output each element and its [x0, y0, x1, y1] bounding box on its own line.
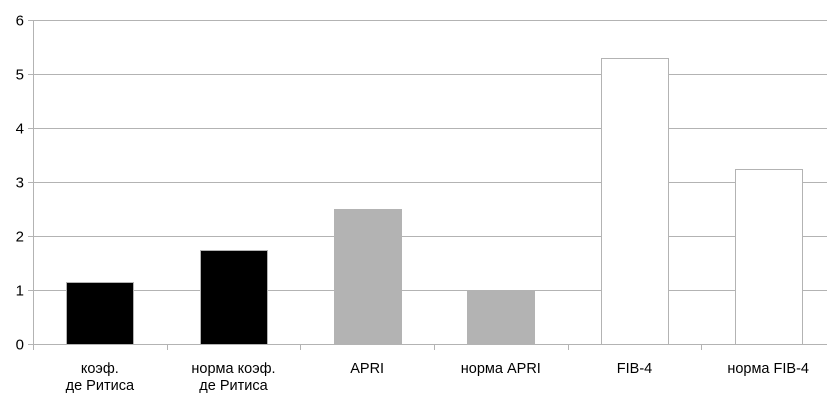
bar-0	[66, 282, 134, 345]
x-category-label: FIB-4	[617, 361, 652, 377]
y-tick-label: 4	[16, 121, 24, 138]
bars	[66, 58, 803, 345]
x-category-label: коэф. де Ритиса	[66, 361, 135, 394]
x-category-label: норма коэф. де Ритиса	[191, 361, 275, 394]
y-tick-label: 5	[16, 67, 24, 84]
labels: 0 1 2 3 4 5 6 коэф. де Ритиса норма коэф. де Ритис…	[16, 13, 809, 395]
bar-4	[601, 58, 669, 345]
bar-3	[467, 290, 535, 345]
x-category-label: норма FIB-4	[727, 361, 809, 377]
bar-1	[200, 250, 268, 345]
y-tick-label: 3	[16, 175, 24, 192]
gridlines	[33, 20, 827, 291]
bar-2	[334, 209, 402, 345]
y-tick-label: 6	[16, 13, 24, 30]
y-tick-label: 1	[16, 283, 24, 300]
y-tick-label: 2	[16, 229, 24, 246]
x-category-label: норма APRI	[461, 361, 541, 377]
y-tick-label: 0	[16, 337, 24, 354]
bar-5	[735, 169, 803, 345]
axes	[28, 20, 827, 350]
x-category-label: APRI	[350, 361, 384, 377]
